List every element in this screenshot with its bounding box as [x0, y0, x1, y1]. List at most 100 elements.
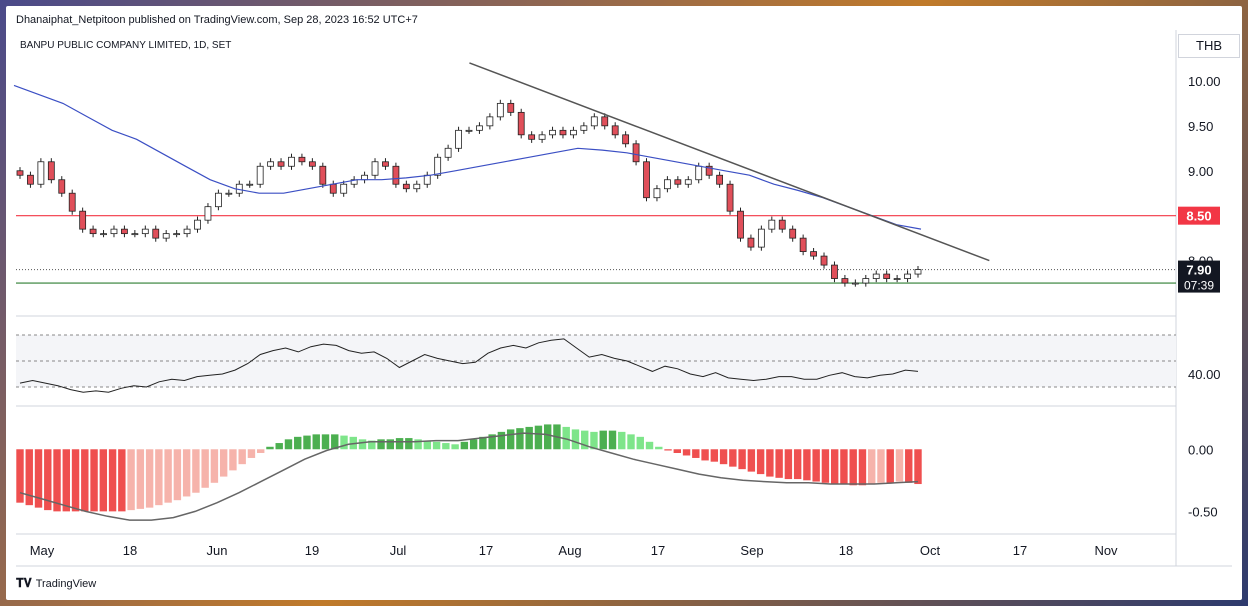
macd-bar	[238, 449, 246, 465]
symbol-title: BANPU PUBLIC COMPANY LIMITED, 1D, SET	[20, 40, 232, 51]
macd-bar	[793, 449, 802, 480]
candle-body	[465, 129, 473, 132]
x-tick-label: May	[30, 543, 55, 558]
macd-bar	[682, 449, 691, 456]
candle-body	[37, 161, 45, 185]
x-tick-label: Jun	[207, 543, 228, 558]
macd-bar	[331, 434, 339, 450]
macd-bar	[534, 425, 543, 450]
candle-body	[214, 192, 222, 208]
macd-bar	[62, 449, 70, 512]
macd-bar	[229, 449, 237, 471]
macd-bar	[756, 449, 765, 475]
candle-body	[162, 233, 170, 239]
candle-body	[872, 273, 880, 279]
macd-tick-label: 0.00	[1188, 442, 1213, 457]
candle-body	[79, 210, 87, 230]
macd-bar	[294, 436, 302, 450]
candle-body	[904, 273, 911, 279]
candle-body	[580, 125, 588, 131]
candle-body	[486, 116, 494, 127]
macd-bar	[145, 449, 154, 508]
candle-body	[308, 161, 316, 167]
candle-body	[517, 111, 525, 136]
macd-bar	[99, 449, 108, 512]
tradingview-logo[interactable]: 𝐓𝐕 TradingView	[16, 576, 96, 591]
macd-bar	[775, 449, 783, 478]
candle-body	[757, 228, 765, 248]
macd-bar	[636, 436, 644, 450]
macd-bar	[599, 430, 607, 450]
rsi-tick-label: 40.00	[1188, 367, 1221, 382]
macd-bar	[442, 443, 450, 450]
macd-histogram	[16, 424, 922, 512]
candle-body	[319, 165, 327, 185]
x-tick-label: Jul	[390, 543, 407, 558]
candle-body	[329, 183, 337, 194]
candle-body	[100, 233, 107, 236]
candle-body	[914, 269, 922, 275]
candle-body	[288, 156, 295, 167]
macd-bar	[395, 438, 404, 450]
x-tick-label: 18	[839, 543, 853, 558]
macd-bar	[710, 449, 719, 462]
candle-body	[528, 134, 536, 140]
macd-bar	[247, 449, 256, 458]
candle-body	[789, 228, 797, 239]
macd-bar	[136, 449, 145, 509]
macd-bar	[618, 431, 626, 450]
macd-bar	[895, 449, 904, 482]
candle-body	[110, 228, 118, 235]
level-label-8.50: 8.50	[1186, 209, 1211, 224]
macd-bar	[284, 439, 293, 450]
macd-signal-line	[19, 432, 919, 521]
candle-body	[131, 233, 139, 236]
price-tick-label: 9.00	[1188, 164, 1213, 179]
macd-bar	[312, 434, 320, 450]
candle-body	[402, 183, 410, 190]
currency-label[interactable]: THB	[1178, 34, 1240, 58]
candle-body	[820, 255, 828, 266]
macd-bar	[210, 449, 219, 483]
candle-body	[768, 219, 776, 230]
x-tick-label: 19	[305, 543, 319, 558]
macd-bar	[173, 449, 182, 501]
macd-bar	[729, 449, 737, 467]
candle-body	[183, 228, 191, 235]
macd-bar	[81, 449, 89, 512]
candle-body	[27, 174, 34, 185]
x-tick-label: Sep	[740, 543, 763, 558]
macd-bar	[664, 449, 672, 451]
candle-body	[382, 161, 389, 167]
candle-body	[674, 179, 682, 185]
candle-body	[862, 278, 870, 284]
x-tick-label: 17	[479, 543, 493, 558]
macd-bar	[164, 449, 172, 503]
candle-body	[68, 192, 76, 212]
macd-bar	[423, 440, 432, 450]
moving-average-line	[13, 84, 922, 230]
candle-body	[340, 183, 348, 194]
macd-bar	[25, 449, 33, 506]
candle-body	[444, 147, 452, 158]
macd-bar	[34, 449, 43, 508]
macd-bar	[701, 449, 709, 461]
macd-bar	[543, 424, 552, 450]
candle-body	[434, 156, 442, 176]
macd-bar	[581, 430, 589, 450]
candle-body	[89, 228, 97, 235]
macd-bar	[868, 449, 876, 485]
macd-bar	[858, 449, 867, 486]
macd-bar	[432, 441, 441, 450]
macd-bar	[469, 439, 478, 450]
candles	[16, 99, 922, 287]
candle-body	[267, 161, 275, 167]
macd-bar	[414, 439, 422, 450]
candle-body	[684, 179, 692, 185]
candle-body	[778, 219, 786, 230]
macd-bar	[608, 430, 617, 450]
candle-body	[705, 165, 713, 176]
macd-bar	[201, 449, 209, 488]
candle-body	[737, 210, 744, 239]
